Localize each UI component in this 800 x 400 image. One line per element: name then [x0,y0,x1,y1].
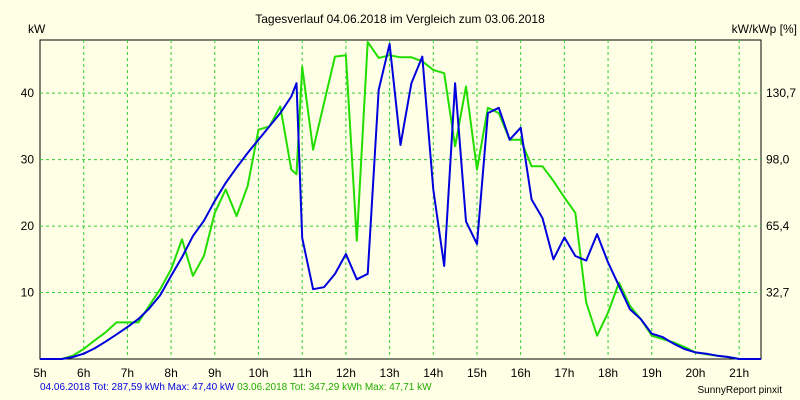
credit-text: SunnyReport pinxit [697,385,783,396]
y-axis-label-right: kW/kWp [%] [732,22,797,36]
x-tick-label: 9h [208,366,221,380]
y-tick-label-right: 65,4 [766,219,790,233]
x-tick-label: 14h [423,366,443,380]
series-lines [40,41,761,360]
x-tick-label: 8h [164,366,177,380]
x-tick-label: 5h [33,366,46,380]
x-tick-label: 12h [336,366,356,380]
y-tick-label-right: 98,0 [766,153,790,167]
x-tick-label: 15h [467,366,487,380]
legend: 04.06.2018 Tot: 287,59 kWh Max: 47,40 kW… [40,382,432,393]
grid [40,40,761,359]
y-tick-label-left: 20 [21,219,35,233]
x-tick-label: 6h [77,366,90,380]
axis-ticks: 5h 6h 7h 8h 9h 10h 11h 12h 13h 14h 15h 16h 17h 18h 19h… [21,86,797,380]
x-tick-label: 7h [121,366,134,380]
y-tick-label-right: 32,7 [766,286,790,300]
x-tick-label: 18h [598,366,618,380]
y-tick-label-left: 30 [21,153,35,167]
x-tick-label: 21h [729,366,749,380]
x-tick-label: 10h [248,366,268,380]
chart-title: Tagesverlauf 04.06.2018 im Vergleich zum… [255,12,545,26]
y-tick-label-right: 130,7 [766,86,796,100]
x-tick-label: 20h [685,366,705,380]
y-axis-label-left: kW [28,22,46,36]
series-line-04-06-2018 [40,43,761,360]
x-tick-label: 13h [380,366,400,380]
y-tick-label-left: 40 [21,86,35,100]
plot-area [39,39,762,360]
x-tick-label: 19h [642,366,662,380]
legend-series-2: 03.06.2018 Tot: 347,29 kWh Max: 47,71 kW [237,382,432,393]
x-tick-label: 16h [511,366,531,380]
y-tick-label-left: 10 [21,286,35,300]
x-tick-label: 11h [293,366,312,380]
legend-series-1: 04.06.2018 Tot: 287,59 kWh Max: 47,40 kW [40,382,235,393]
x-tick-label: 17h [554,366,574,380]
